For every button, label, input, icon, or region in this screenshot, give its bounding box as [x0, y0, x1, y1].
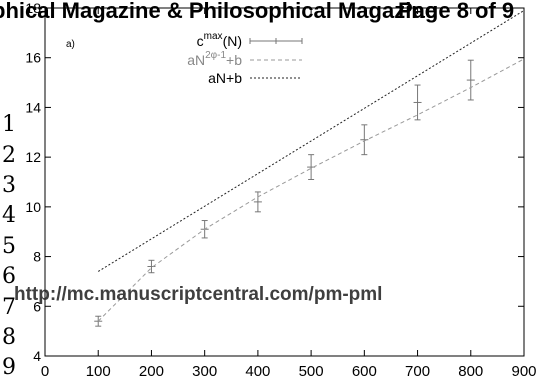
y-tick-label: 4 [33, 348, 41, 364]
line-number: 1 [2, 112, 16, 137]
y-tick-label: 16 [25, 50, 41, 66]
y-tick-label: 18 [25, 0, 41, 16]
legend-label: aN+b [208, 70, 242, 86]
plot-frame [44, 7, 525, 357]
x-tick-label: 100 [86, 363, 111, 380]
y-tick-label: 14 [25, 99, 41, 115]
series-line [97, 58, 525, 322]
y-tick-label: 8 [33, 249, 41, 265]
y-tick-label: 10 [25, 199, 41, 215]
line-number: 9 [2, 355, 16, 380]
line-number: 7 [2, 295, 16, 320]
series-layer [94, 10, 525, 327]
line-number: 5 [2, 234, 16, 259]
x-tick-label: 0 [41, 363, 49, 380]
x-tick-label: 200 [139, 363, 164, 380]
legend-label: cmax(N) [197, 31, 242, 49]
line-number: 4 [2, 203, 16, 228]
watermark-url: http://mc.manuscriptcentral.com/pm-pml [14, 284, 383, 305]
line-number: 6 [2, 264, 16, 289]
x-tick-label: 600 [352, 363, 377, 380]
x-tick-label: 700 [405, 363, 430, 380]
y-tick-label: 12 [25, 149, 41, 165]
x-tick-label: 900 [511, 363, 536, 380]
page-label: Page 8 of 9 [398, 0, 515, 23]
series-line [97, 10, 525, 272]
line-number: 3 [2, 173, 16, 198]
legend: cmax(N)aN2φ-1+b aN+b [187, 31, 303, 86]
x-tick-label: 300 [192, 363, 217, 380]
x-tick-label: 400 [245, 363, 270, 380]
panel-label: a) [66, 39, 75, 50]
axes-layer: 0 100 200 300 400 500 600 700 800 900 4 6 8 10 12 14 16 1… [25, 0, 536, 380]
legend-label: aN2φ-1+b [187, 50, 242, 68]
line-number: 2 [2, 143, 16, 168]
line-number: 8 [2, 325, 16, 350]
x-tick-label: 800 [458, 363, 483, 380]
journal-header: phical Magazine & Philosophical Magazine [0, 0, 437, 23]
y-tick-label: 6 [33, 298, 41, 314]
x-tick-label: 500 [299, 363, 324, 380]
